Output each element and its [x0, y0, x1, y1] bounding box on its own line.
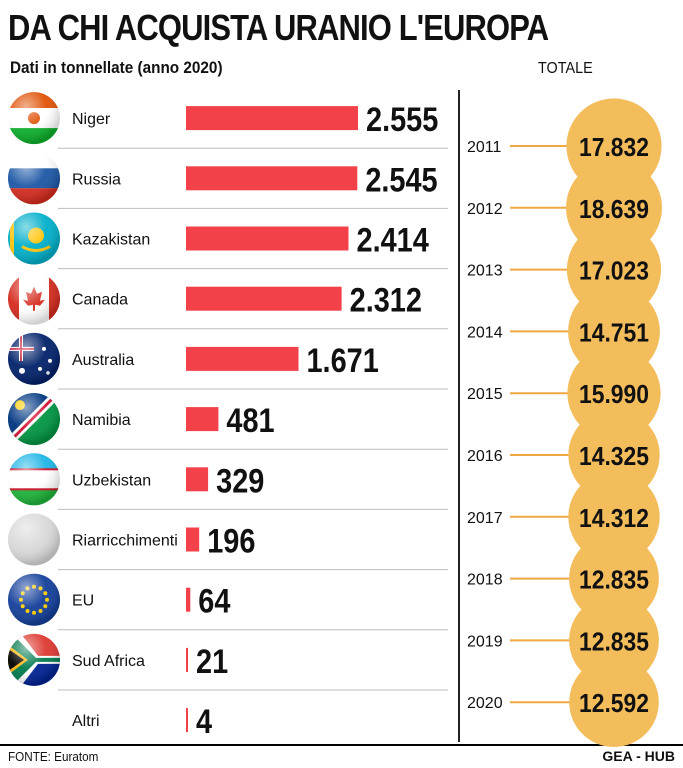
year-label: 2011 [467, 139, 502, 156]
south-africa-flag-icon [8, 633, 60, 686]
bar-value-label: 4 [196, 702, 212, 741]
bar-value-label: 2.414 [357, 220, 430, 259]
total-value-label: 18.639 [579, 196, 649, 225]
year-label: 2019 [467, 633, 503, 650]
bar [186, 106, 358, 131]
bar-value-label: 2.312 [350, 280, 422, 319]
total-bubble [566, 222, 662, 317]
total-value-label: 14.751 [579, 319, 649, 348]
year-label: 2018 [467, 572, 503, 589]
bar-value-label: 64 [198, 581, 231, 620]
country-label: Sud Africa [72, 653, 145, 670]
blank-circle-icon [8, 513, 60, 566]
country-label: Australia [72, 352, 134, 369]
country-label: Riarricchimenti [72, 533, 178, 550]
bar [186, 708, 188, 733]
year-label: 2020 [467, 695, 503, 712]
year-label: 2017 [467, 510, 503, 527]
bar [186, 647, 188, 672]
year-label: 2016 [467, 448, 503, 465]
total-bubble [566, 159, 662, 256]
total-bubble [568, 409, 660, 501]
bar-value-label: 1.671 [306, 341, 378, 380]
bar-row: EU 64 [8, 573, 448, 631]
total-value-label: 14.325 [579, 443, 649, 472]
country-label: Altri [72, 713, 100, 730]
bar [186, 226, 349, 251]
namibia-flag-icon [8, 393, 60, 446]
total-bubble [569, 595, 659, 686]
country-label: Russia [72, 171, 121, 188]
source-note: FONTE: Euratom [8, 749, 99, 764]
total-value-label: 15.990 [579, 381, 649, 410]
bar-row: Russia 2.545 [8, 152, 448, 209]
country-label: Kazakistan [72, 232, 150, 249]
bar [186, 286, 342, 311]
bar-row: Altri 4 [72, 702, 212, 741]
niger-flag-icon [8, 92, 60, 145]
bar-row: Canada 2.312 [8, 272, 448, 330]
credit-label: GEA - HUB [602, 748, 675, 764]
bar [186, 346, 299, 371]
bar [186, 467, 209, 492]
total-value-label: 17.832 [579, 134, 649, 163]
bar [186, 587, 191, 612]
country-label: EU [72, 593, 94, 610]
bar [186, 527, 200, 552]
total-bubble [566, 98, 662, 194]
bar-row: Riarricchimenti 196 [8, 513, 448, 571]
eu-flag-icon [8, 573, 60, 626]
bar-row: Namibia 481 [8, 393, 448, 450]
total-bubble [568, 285, 660, 378]
total-bubble [569, 533, 659, 624]
country-label: Niger [72, 111, 111, 128]
bar-row: Uzbekistan 329 [8, 453, 448, 510]
country-label: Canada [72, 292, 128, 309]
year-label: 2015 [467, 386, 503, 403]
total-bubble [569, 657, 659, 747]
year-label: 2013 [467, 263, 503, 280]
year-label: 2012 [467, 201, 503, 218]
page-title: DA CHI ACQUISTA URANIO L'EUROPA [8, 7, 549, 48]
bar-row: Sud Africa 21 [8, 633, 448, 691]
bar-value-label: 2.555 [366, 100, 438, 139]
country-label: Uzbekistan [72, 472, 151, 489]
total-bubble [567, 346, 661, 440]
total-value-label: 12.835 [579, 628, 649, 657]
bar-value-label: 21 [196, 642, 228, 681]
page-subtitle: Dati in tonnellate (anno 2020) [10, 58, 223, 77]
canada-flag-icon [8, 272, 60, 325]
uzbekistan-flag-icon [8, 453, 60, 506]
bar-row: Australia 1.671 [8, 332, 448, 390]
bar-row: Kazakistan 2.414 [8, 212, 448, 270]
kazakhstan-flag-icon [8, 212, 60, 265]
country-label: Namibia [72, 412, 131, 429]
bar-row: Niger 2.555 [8, 92, 448, 149]
russia-flag-icon [8, 152, 60, 205]
bar-value-label: 196 [207, 521, 255, 560]
total-bubble [568, 471, 660, 563]
bar-value-label: 329 [216, 461, 264, 500]
total-value-label: 14.312 [579, 505, 649, 534]
bar [186, 407, 219, 432]
bar-value-label: 481 [226, 401, 274, 440]
total-value-label: 17.023 [579, 257, 649, 286]
year-label: 2014 [467, 324, 503, 341]
bar [186, 166, 358, 191]
australia-flag-icon [8, 332, 60, 385]
bar-value-label: 2.545 [365, 160, 437, 199]
totale-label: TOTALE [538, 60, 593, 77]
total-value-label: 12.592 [579, 690, 649, 719]
total-value-label: 12.835 [579, 566, 649, 595]
